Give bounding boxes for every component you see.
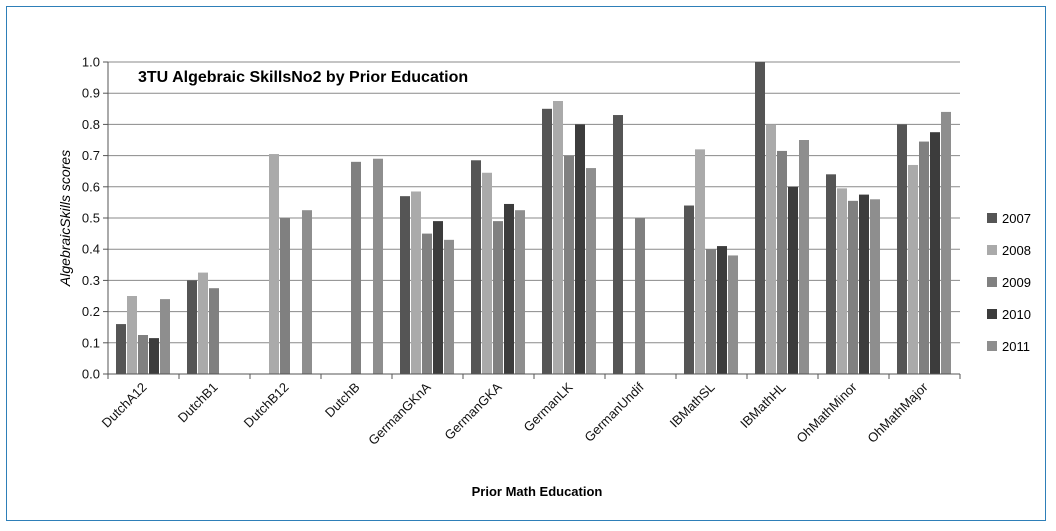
bar-IBMathSL-2009 xyxy=(706,249,716,374)
bar-IBMathHL-2010 xyxy=(788,186,798,374)
x-tick-label: IBMathSL xyxy=(667,380,718,431)
y-tick-label: 0.5 xyxy=(82,211,100,226)
bar-DutchA12-2008 xyxy=(127,296,137,374)
bar-DutchA12-2007 xyxy=(116,324,126,374)
bar-IBMathSL-2007 xyxy=(684,205,694,374)
bar-GermanGKA-2009 xyxy=(493,221,503,374)
x-tick-label: GermanGKnA xyxy=(365,379,434,448)
y-tick-label: 0.8 xyxy=(82,117,100,132)
bar-GermanGKnA-2011 xyxy=(444,239,454,374)
bar-IBMathSL-2011 xyxy=(728,255,738,374)
bar-IBMathHL-2007 xyxy=(755,62,765,374)
bar-GermanGKnA-2008 xyxy=(411,191,421,374)
bars xyxy=(116,62,951,375)
bar-GermanLK-2009 xyxy=(564,155,574,374)
x-tick-label: IBMathHL xyxy=(737,380,788,431)
bar-DutchB12-2009 xyxy=(280,218,290,374)
bar-GermanLK-2008 xyxy=(553,101,563,374)
y-tick-label: 0.4 xyxy=(82,242,100,257)
legend-swatch-2007 xyxy=(987,213,997,223)
bar-GermanGKA-2008 xyxy=(482,172,492,374)
y-tick-label: 0.1 xyxy=(82,335,100,350)
y-tick-label: 0.7 xyxy=(82,148,100,163)
bar-IBMathHL-2008 xyxy=(766,124,776,375)
bar-GermanLK-2007 xyxy=(542,108,552,375)
bar-DutchA12-2011 xyxy=(160,299,170,374)
legend-swatch-2011 xyxy=(987,341,997,351)
bar-GermanGKA-2007 xyxy=(471,160,481,374)
bar-DutchB12-2011 xyxy=(302,210,312,374)
bar-OhMathMinor-2008 xyxy=(837,188,847,374)
bar-DutchB1-2008 xyxy=(198,272,208,374)
legend-swatch-2010 xyxy=(987,309,997,319)
bar-GermanGKA-2010 xyxy=(504,203,514,374)
bar-DutchB-2011 xyxy=(373,158,383,374)
legend-label-2007: 2007 xyxy=(1002,211,1031,226)
x-tick-label: OhMathMinor xyxy=(793,379,860,446)
bar-DutchB12-2008 xyxy=(269,154,279,374)
legend-swatch-2009 xyxy=(987,277,997,287)
bar-OhMathMajor-2008 xyxy=(908,164,918,374)
x-tick-label: OhMathMajor xyxy=(864,379,931,446)
legend-label-2011: 2011 xyxy=(1002,339,1030,354)
bar-GermanLK-2010 xyxy=(575,124,585,375)
bar-DutchB1-2007 xyxy=(187,280,197,374)
x-tick-label: DutchB1 xyxy=(175,380,221,426)
x-axis-label: Prior Math Education xyxy=(472,484,603,499)
bar-GermanLK-2011 xyxy=(586,168,596,374)
y-tick-label: 0.0 xyxy=(82,367,100,382)
bar-OhMathMinor-2007 xyxy=(826,174,836,374)
bar-GermanUndif-2007 xyxy=(613,115,623,374)
bar-OhMathMajor-2007 xyxy=(897,124,907,375)
bar-IBMathHL-2011 xyxy=(799,140,809,374)
bar-DutchB-2009 xyxy=(351,161,361,374)
x-tick-label: DutchA12 xyxy=(99,380,150,431)
bar-OhMathMajor-2010 xyxy=(930,132,940,374)
legend: 2007 2008 2009 2010 2011 xyxy=(987,211,1031,354)
x-tick-label: GermanLK xyxy=(521,379,576,434)
legend-swatch-2008 xyxy=(987,245,997,255)
legend-label-2009: 2009 xyxy=(1002,275,1031,290)
y-tick-label: 0.6 xyxy=(82,179,100,194)
y-tick-label: 0.3 xyxy=(82,273,100,288)
bar-GermanGKnA-2007 xyxy=(400,196,410,374)
bar-DutchA12-2010 xyxy=(149,338,159,374)
bar-GermanUndif-2009 xyxy=(635,218,645,374)
bar-OhMathMinor-2009 xyxy=(848,200,858,374)
bar-OhMathMajor-2009 xyxy=(919,141,929,374)
bar-DutchA12-2009 xyxy=(138,335,148,374)
x-tick-label: GermanUndif xyxy=(581,379,647,445)
axes xyxy=(107,62,961,379)
x-tick-label: GermanGKA xyxy=(441,379,504,442)
bar-IBMathSL-2010 xyxy=(717,246,727,374)
bar-OhMathMinor-2011 xyxy=(870,199,880,374)
bar-IBMathHL-2009 xyxy=(777,150,787,374)
x-tick-label: DutchB12 xyxy=(241,380,292,431)
x-tick-labels: DutchA12 DutchB1 DutchB12 DutchB GermanGKnA G… xyxy=(99,379,931,448)
bar-GermanGKA-2011 xyxy=(515,210,525,374)
bar-GermanGKnA-2009 xyxy=(422,233,432,374)
y-tick-label: 0.2 xyxy=(82,304,100,319)
y-tick-label: 1.0 xyxy=(82,55,100,70)
legend-label-2008: 2008 xyxy=(1002,243,1031,258)
chart-title: 3TU Algebraic SkillsNo2 by Prior Educati… xyxy=(138,69,468,86)
bar-OhMathMajor-2011 xyxy=(941,111,951,375)
bar-DutchB1-2009 xyxy=(209,288,219,374)
bar-GermanGKnA-2010 xyxy=(433,221,443,374)
legend-label-2010: 2010 xyxy=(1002,307,1031,322)
bar-IBMathSL-2008 xyxy=(695,149,705,374)
y-axis-label: AlgebraicSkills scores xyxy=(57,150,73,287)
y-tick-labels: 0.0 0.1 0.2 0.3 0.4 0.5 0.6 0.7 0.8 0.9 1.0 xyxy=(82,55,100,382)
x-tick-label: DutchB xyxy=(322,380,363,421)
y-tick-label: 0.9 xyxy=(82,86,100,101)
bar-OhMathMinor-2010 xyxy=(859,194,869,374)
